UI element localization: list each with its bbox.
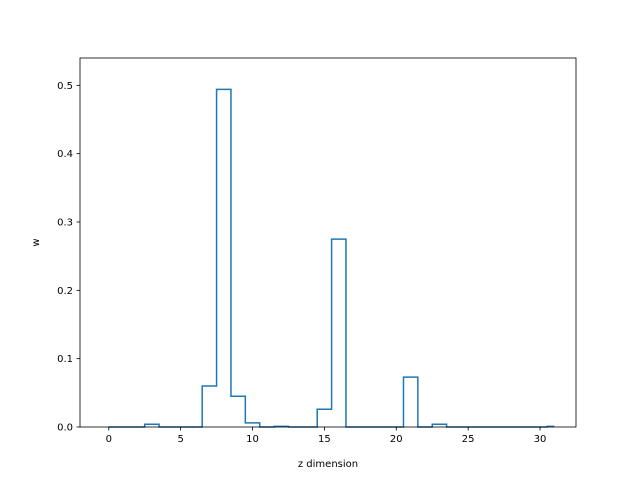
y-axis-ticks: 0.0 0.1 0.2 0.3 0.4 0.5 xyxy=(57,81,80,434)
x-axis-label: z dimension xyxy=(298,459,358,470)
x-tick-label: 15 xyxy=(318,434,331,445)
x-tick-label: 5 xyxy=(177,434,183,445)
x-tick-label: 20 xyxy=(390,434,403,445)
y-tick-label: 0.0 xyxy=(57,423,73,434)
x-axis-ticks: 0 5 10 15 20 25 30 xyxy=(106,427,547,445)
y-tick-label: 0.3 xyxy=(57,218,73,229)
y-axis-label: w xyxy=(31,238,42,246)
x-tick-label: 30 xyxy=(534,434,547,445)
plot-area xyxy=(80,58,576,427)
y-tick-label: 0.2 xyxy=(57,286,73,297)
y-tick-label: 0.5 xyxy=(57,81,73,92)
x-tick-label: 25 xyxy=(462,434,475,445)
x-tick-label: 0 xyxy=(106,434,112,445)
plot-frame xyxy=(79,57,577,428)
x-tick-label: 10 xyxy=(246,434,259,445)
y-tick-label: 0.1 xyxy=(57,354,73,365)
y-tick-label: 0.4 xyxy=(57,149,73,160)
